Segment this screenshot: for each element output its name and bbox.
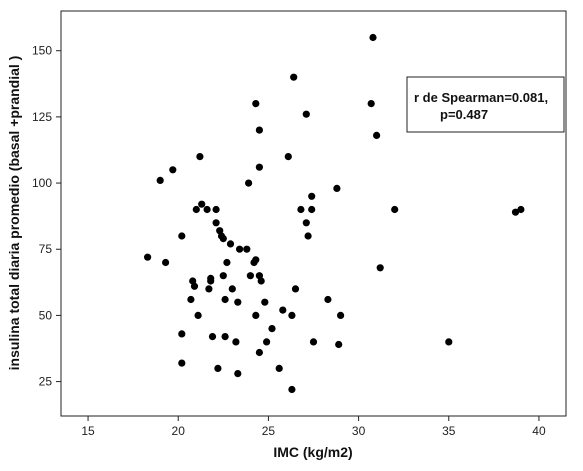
data-point: [234, 370, 242, 378]
data-point: [275, 364, 283, 372]
data-point: [304, 232, 312, 240]
data-point: [335, 340, 343, 349]
data-point: [333, 184, 341, 192]
data-point: [198, 200, 206, 208]
x-axis-ticks: 15 20 25 30 35 40: [81, 416, 546, 438]
data-point: [391, 205, 399, 214]
data-point: [178, 359, 186, 367]
data-point: [234, 298, 242, 306]
data-point: [255, 126, 263, 134]
data-point: [517, 205, 525, 214]
data-point: [255, 163, 263, 171]
data-point: [228, 285, 236, 293]
data-point: [246, 272, 254, 280]
y-tick-label: 75: [39, 242, 53, 256]
data-point: [279, 306, 287, 314]
data-point: [308, 192, 316, 200]
data-point: [207, 277, 215, 285]
data-point: [288, 311, 296, 319]
x-tick-label: 40: [532, 424, 546, 438]
data-point: [221, 295, 229, 304]
data-point: [252, 100, 260, 108]
y-tick-label: 125: [32, 110, 52, 124]
data-point: [284, 153, 292, 161]
data-point: [156, 176, 164, 184]
data-point: [302, 219, 310, 227]
data-point: [214, 364, 222, 372]
data-point: [232, 338, 240, 346]
data-point: [203, 205, 211, 214]
data-point: [196, 153, 204, 161]
x-axis-title: IMC (kg/m2): [273, 444, 352, 460]
data-point: [223, 258, 231, 267]
data-point: [219, 272, 227, 280]
data-point: [302, 110, 310, 118]
data-point: [257, 277, 265, 285]
data-point: [268, 325, 276, 333]
y-tick-label: 150: [32, 44, 52, 58]
y-tick-label: 50: [39, 308, 53, 322]
annotation-line-1: r de Spearman=0.081,: [414, 90, 548, 105]
data-point: [309, 338, 318, 346]
y-tick-label: 25: [39, 375, 53, 389]
data-point: [308, 205, 316, 214]
x-tick-label: 30: [352, 424, 366, 438]
data-point: [376, 264, 384, 272]
data-point: [245, 179, 253, 187]
data-point: [144, 253, 152, 261]
data-point: [252, 256, 260, 264]
data-point: [367, 100, 375, 108]
data-point: [263, 338, 271, 346]
data-point: [192, 205, 200, 214]
data-points: [144, 33, 525, 394]
data-point: [288, 385, 296, 394]
data-point: [255, 348, 263, 357]
y-axis-title: insulina total diaria promedio (basal +p…: [6, 56, 22, 371]
y-tick-label: 100: [32, 176, 52, 190]
data-point: [373, 131, 381, 139]
data-point: [236, 245, 244, 253]
data-point: [291, 285, 300, 293]
data-point: [212, 205, 220, 214]
data-point: [212, 219, 220, 227]
data-point: [445, 338, 453, 346]
data-point: [162, 258, 170, 267]
data-point: [324, 295, 332, 304]
data-point: [178, 330, 186, 338]
x-tick-label: 15: [81, 424, 95, 438]
data-point: [221, 333, 229, 341]
data-point: [226, 240, 235, 248]
data-point: [169, 166, 177, 174]
data-point: [369, 33, 377, 42]
x-tick-label: 20: [172, 424, 186, 438]
data-point: [187, 295, 195, 304]
data-point: [205, 285, 213, 293]
data-point: [337, 311, 345, 319]
plot-area: [60, 10, 567, 417]
data-point: [243, 245, 251, 253]
y-axis-ticks: 25 50 75 100 125 150: [32, 44, 61, 389]
data-point: [290, 73, 298, 81]
data-point: [297, 205, 305, 214]
annotation-box: r de Spearman=0.081, p=0.487: [406, 76, 565, 133]
data-point: [511, 208, 520, 216]
data-point: [190, 282, 199, 290]
data-point: [252, 311, 260, 319]
data-point: [178, 232, 186, 240]
data-point: [261, 298, 269, 306]
data-point: [208, 333, 217, 341]
data-point: [194, 311, 202, 319]
annotation-line-2: p=0.487: [440, 107, 488, 122]
data-point: [219, 235, 227, 243]
x-tick-label: 25: [262, 424, 276, 438]
x-tick-label: 35: [442, 424, 456, 438]
